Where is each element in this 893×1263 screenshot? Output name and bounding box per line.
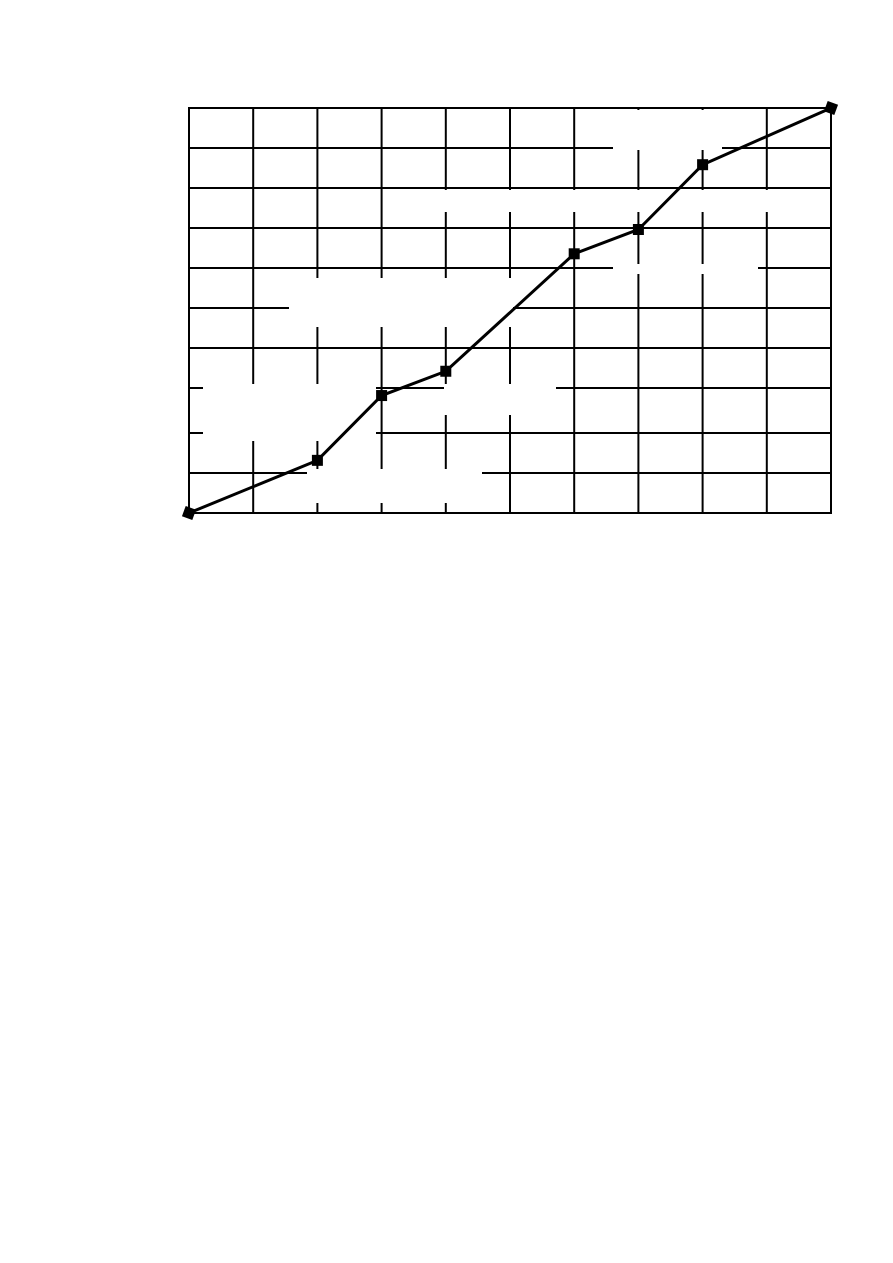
data-point-marker [376, 390, 388, 402]
data-point-marker [440, 365, 452, 377]
data-point-marker [568, 248, 580, 260]
blank-area [307, 469, 482, 503]
blank-area [289, 278, 513, 327]
blank-area [613, 264, 758, 274]
series [181, 100, 839, 521]
plot-frame [188, 107, 832, 514]
blank-area [443, 190, 829, 212]
data-point-marker [181, 505, 197, 521]
blank-area [613, 110, 722, 150]
series-line [188, 106, 832, 515]
data-point-marker [823, 100, 839, 116]
data-point-marker [697, 159, 709, 171]
plot-border [188, 107, 832, 514]
blank-area [203, 384, 376, 441]
blank-area [444, 384, 556, 415]
data-point-marker [632, 224, 644, 235]
data-point-marker [311, 454, 323, 466]
